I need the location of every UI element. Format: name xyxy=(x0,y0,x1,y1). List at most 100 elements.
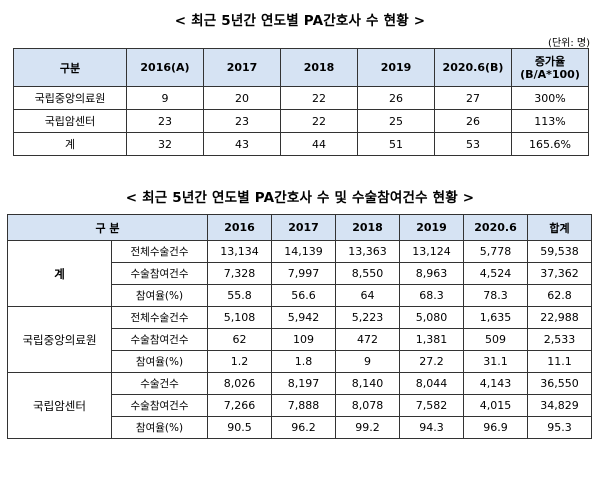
table2-header-2018: 2018 xyxy=(335,214,401,241)
table1-header-growth-label: 증가율 xyxy=(534,54,566,68)
table1-header-2019: 2019 xyxy=(357,48,435,87)
surgery-participation-table: 구 분 2016 2017 2018 2019 2020.6 합계 계 전체수술… xyxy=(6,214,593,439)
table-cell: 7,266 xyxy=(207,394,273,417)
row-label: 수술참여건수 xyxy=(110,328,209,351)
table1-header-growth: 증가율 (B/A*100) xyxy=(511,48,589,87)
table-cell: 53 xyxy=(434,132,512,156)
table-cell: 99.2 xyxy=(335,416,401,439)
table2-header-2016: 2016 xyxy=(207,214,273,241)
table-cell: 37,362 xyxy=(527,262,593,285)
table-cell: 13,363 xyxy=(335,240,401,263)
table1-header-row: 구분 2016(A) 2017 2018 2019 2020.6(B) 증가율 … xyxy=(13,48,589,87)
table-cell: 20 xyxy=(203,86,281,110)
row-label: 수술건수 xyxy=(110,372,209,395)
table-cell: 7,997 xyxy=(271,262,337,285)
row-label: 전체수술건수 xyxy=(110,240,209,263)
table1-header-growth-formula: (B/A*100) xyxy=(520,67,580,81)
table2-title: < 최근 5년간 연도별 PA간호사 수 및 수술참여건수 현황 > xyxy=(125,190,475,206)
table-cell: 34,829 xyxy=(527,394,593,417)
table1-unit: (단위: 명) xyxy=(548,38,590,49)
table-cell: 51 xyxy=(357,132,435,156)
group-label: 계 xyxy=(7,240,112,307)
table-cell: 62 xyxy=(207,328,273,351)
table-cell: 1.2 xyxy=(207,350,273,373)
row-label: 전체수술건수 xyxy=(110,306,209,329)
table-cell: 25 xyxy=(357,109,435,133)
table-cell: 109 xyxy=(271,328,337,351)
table-cell: 36,550 xyxy=(527,372,593,395)
table-row: 계 전체수술건수 13,134 14,139 13,363 13,124 5,7… xyxy=(7,240,593,307)
table-cell: 13,124 xyxy=(399,240,465,263)
table-cell: 68.3 xyxy=(399,284,465,307)
table2-header-total: 합계 xyxy=(527,214,593,241)
table-cell: 472 xyxy=(335,328,401,351)
table-cell: 90.5 xyxy=(207,416,273,439)
table-cell: 4,143 xyxy=(463,372,529,395)
table-cell: 23 xyxy=(203,109,281,133)
table-cell: 64 xyxy=(335,284,401,307)
table-cell: 7,582 xyxy=(399,394,465,417)
table-row: 국립암센터 수술건수 8,026 8,197 8,140 8,044 4,143… xyxy=(7,372,593,439)
table-row: 참여율(%) 90.5 96.2 99.2 94.3 96.9 95.3 xyxy=(8,416,593,439)
table-cell: 4,524 xyxy=(463,262,529,285)
group-label: 국립중앙의료원 xyxy=(7,306,112,373)
table-cell: 8,026 xyxy=(207,372,273,395)
table-cell: 1.8 xyxy=(271,350,337,373)
table-cell: 32 xyxy=(126,132,204,156)
row-label: 수술참여건수 xyxy=(110,262,209,285)
table-cell: 509 xyxy=(463,328,529,351)
row-label: 참여율(%) xyxy=(110,284,209,307)
table2-header-category: 구 분 xyxy=(6,214,209,241)
table-cell: 55.8 xyxy=(207,284,273,307)
table-cell: 22 xyxy=(280,86,358,110)
row-label: 수술참여건수 xyxy=(110,394,209,417)
table-cell: 1,635 xyxy=(463,306,529,329)
table-cell: 5,108 xyxy=(207,306,273,329)
table-cell: 5,223 xyxy=(335,306,401,329)
table-cell: 26 xyxy=(357,86,435,110)
table-cell: 7,328 xyxy=(207,262,273,285)
table-cell: 96.2 xyxy=(271,416,337,439)
table-cell: 5,778 xyxy=(463,240,529,263)
table-cell: 165.6% xyxy=(511,132,589,156)
table-cell: 22,988 xyxy=(527,306,593,329)
table-cell: 62.8 xyxy=(527,284,593,307)
table-row: 수술참여건수 7,266 7,888 8,078 7,582 4,015 34,… xyxy=(8,394,593,417)
table2-header-2017: 2017 xyxy=(271,214,337,241)
table-cell: 8,140 xyxy=(335,372,401,395)
table-cell: 59,538 xyxy=(527,240,593,263)
table-cell: 1,381 xyxy=(399,328,465,351)
table1-header-2016: 2016(A) xyxy=(126,48,204,87)
table-cell: 27 xyxy=(434,86,512,110)
table-cell: 9 xyxy=(126,86,204,110)
table-cell: 95.3 xyxy=(527,416,593,439)
group-label: 국립암센터 xyxy=(7,372,112,439)
table-row: 국립중앙의료원 9 20 22 26 27 300% xyxy=(13,86,589,110)
table-row: 수술참여건수 62 109 472 1,381 509 2,533 xyxy=(8,328,593,351)
table-cell: 8,963 xyxy=(399,262,465,285)
table-cell: 96.9 xyxy=(463,416,529,439)
table-cell: 31.1 xyxy=(463,350,529,373)
table-cell: 94.3 xyxy=(399,416,465,439)
table1-title: < 최근 5년간 연도별 PA간호사 수 현황 > xyxy=(174,13,426,29)
table-cell: 26 xyxy=(434,109,512,133)
table-row: 국립암센터 23 23 22 25 26 113% xyxy=(13,109,589,133)
table-cell: 56.6 xyxy=(271,284,337,307)
table1-header-2018: 2018 xyxy=(280,48,358,87)
table-cell: 13,134 xyxy=(207,240,273,263)
table-cell: 43 xyxy=(203,132,281,156)
table-cell: 78.3 xyxy=(463,284,529,307)
table-cell: 5,942 xyxy=(271,306,337,329)
table-cell: 9 xyxy=(335,350,401,373)
table-cell: 11.1 xyxy=(527,350,593,373)
table-row: 계 32 43 44 51 53 165.6% xyxy=(13,132,589,156)
table-cell: 8,550 xyxy=(335,262,401,285)
table-cell: 22 xyxy=(280,109,358,133)
row-label: 계 xyxy=(13,132,127,156)
table-cell: 300% xyxy=(511,86,589,110)
table-cell: 113% xyxy=(511,109,589,133)
table-cell: 8,078 xyxy=(335,394,401,417)
table-cell: 7,888 xyxy=(271,394,337,417)
table1-header-2020: 2020.6(B) xyxy=(434,48,512,87)
